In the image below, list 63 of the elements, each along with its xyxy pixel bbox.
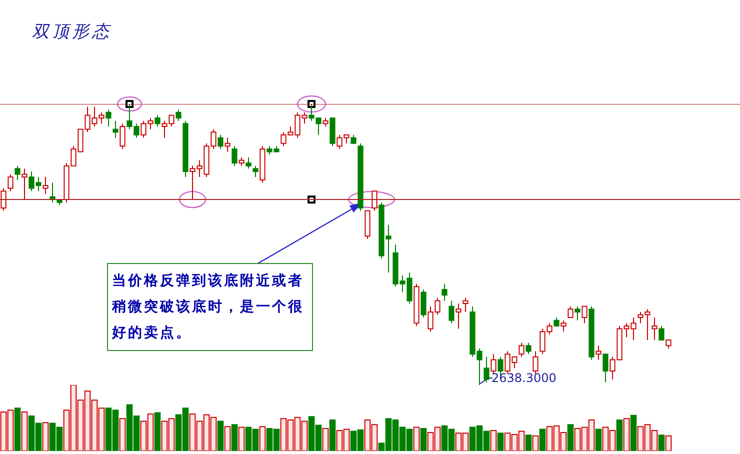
candlestick <box>246 156 252 170</box>
candlestick <box>484 356 490 383</box>
candlestick <box>582 306 588 324</box>
annotation: 当价格反弹到该底附近或者稍微突破该底时，是一个很好的卖点。 <box>107 263 313 351</box>
bar <box>224 426 231 451</box>
candlestick <box>652 317 658 341</box>
candlestick <box>560 320 566 332</box>
bar <box>595 428 602 451</box>
candlestick <box>0 188 6 212</box>
bar <box>322 428 329 451</box>
candlestick <box>568 306 574 318</box>
bar <box>490 430 497 451</box>
candlestick <box>526 342 532 355</box>
candlestick <box>462 297 468 312</box>
bar <box>329 419 336 451</box>
bar <box>217 420 224 451</box>
candlestick <box>372 190 378 212</box>
bar <box>623 418 630 451</box>
bar <box>497 432 504 451</box>
candlestick <box>574 306 580 321</box>
bar <box>119 418 126 451</box>
bar <box>658 434 665 451</box>
bar <box>14 408 21 451</box>
annotation: 2638.3000 <box>492 371 556 385</box>
candlestick <box>442 283 448 302</box>
candlestick <box>602 354 608 383</box>
candlestick <box>420 288 426 318</box>
candlestick <box>218 134 224 150</box>
candlestick <box>42 176 48 194</box>
bar <box>665 435 672 451</box>
candlestick <box>106 109 112 127</box>
candlestick <box>14 165 20 180</box>
bar <box>532 435 539 451</box>
bar <box>21 412 28 451</box>
bar <box>259 426 266 451</box>
bar <box>231 424 238 451</box>
candlestick <box>448 300 454 324</box>
bar <box>616 419 623 451</box>
candlestick <box>658 325 664 341</box>
candlestick <box>252 165 258 178</box>
bar <box>154 412 161 451</box>
candlestick <box>120 123 126 150</box>
bar <box>413 426 420 451</box>
candlestick <box>112 120 118 138</box>
candlestick <box>232 146 238 166</box>
bar <box>420 428 427 451</box>
bar <box>42 422 49 451</box>
candlestick <box>176 109 182 122</box>
bar <box>630 414 637 451</box>
candlestick <box>22 168 28 200</box>
candlestick <box>456 303 462 330</box>
bar <box>539 428 546 451</box>
candlestick <box>224 137 230 152</box>
bar <box>567 424 574 451</box>
candlestick <box>596 345 602 360</box>
bar <box>525 434 532 451</box>
candlestick <box>490 354 496 374</box>
bar <box>238 426 245 451</box>
chart-title: 双顶形态 <box>32 21 112 43</box>
candlestick <box>154 114 160 127</box>
candlestick <box>518 342 524 358</box>
candlestick <box>532 350 538 374</box>
candlestick <box>8 174 14 192</box>
